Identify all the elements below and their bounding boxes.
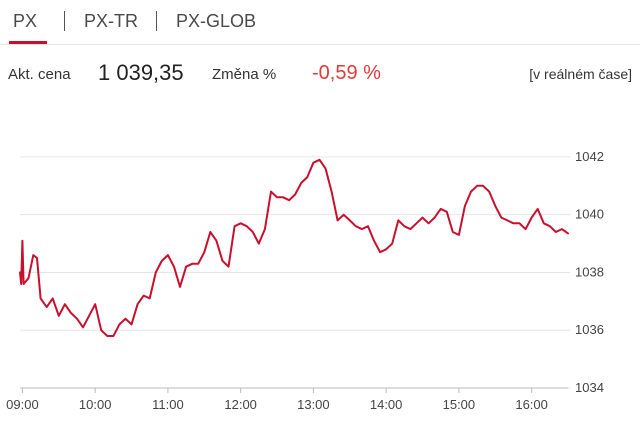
y-tick-label: 1034	[575, 380, 604, 395]
x-tick-label: 09:00	[6, 397, 39, 412]
y-tick-label: 1036	[575, 322, 604, 337]
x-tick-label: 16:00	[515, 397, 548, 412]
price-line	[19, 158, 569, 337]
x-tick-label: 10:00	[79, 397, 112, 412]
index-tabs: PX PX-TR PX-GLOB	[0, 0, 640, 45]
tab-px-tr[interactable]: PX-TR	[84, 11, 138, 31]
x-tick-label: 12:00	[224, 397, 257, 412]
tab-separator	[156, 11, 157, 31]
change-value: -0,59 %	[312, 62, 381, 84]
y-tick-label: 1042	[575, 149, 604, 164]
intraday-chart: 1034 1036 1038 1040 1042 09:00 10:00 11:00 12:00…	[6, 149, 604, 412]
tab-px-glob[interactable]: PX-GLOB	[176, 11, 257, 31]
quote-bar: Akt. cena 1 039,35 Změna % -0,59 % [v re…	[0, 58, 640, 92]
x-tick-label: 15:00	[443, 397, 476, 412]
tab-px[interactable]: PX	[8, 6, 48, 44]
change-label: Změna %	[212, 66, 277, 83]
tab-separator	[64, 11, 65, 31]
realtime-label: [v reálném čase]	[529, 66, 632, 82]
x-tick-label: 14:00	[370, 397, 403, 412]
y-tick-label: 1040	[575, 207, 604, 222]
current-price: 1 039,35	[98, 60, 184, 85]
y-tick-label: 1038	[575, 264, 604, 279]
price-label: Akt. cena	[8, 66, 71, 83]
x-tick-label: 11:00	[152, 397, 184, 412]
x-tick-label: 13:00	[297, 397, 330, 412]
